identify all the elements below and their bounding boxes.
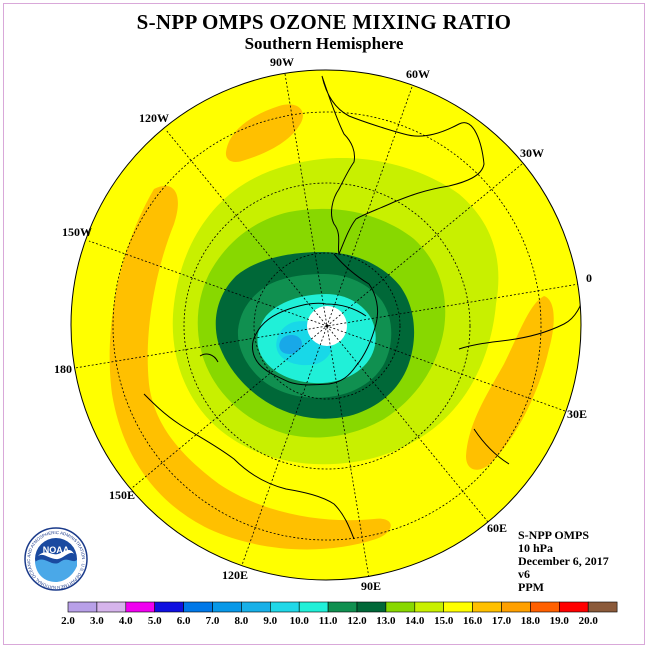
colorbar-swatch	[154, 601, 184, 613]
colorbar-swatch	[414, 601, 444, 613]
colorbar-tick-label: 3.0	[90, 615, 104, 627]
info-version: v6	[518, 567, 530, 581]
logo-text: NOAA	[43, 545, 70, 555]
colorbar-tick-label: 7.0	[206, 615, 220, 627]
colorbar-swatch	[385, 601, 416, 613]
colorbar-swatch	[96, 601, 127, 613]
colorbar-swatch	[501, 601, 531, 613]
colorbar-swatch	[530, 601, 560, 613]
lon-label-60E: 60E	[487, 521, 507, 535]
colorbar-swatch	[241, 601, 271, 613]
colorbar-tick-label: 9.0	[263, 615, 277, 627]
lon-label-150W: 150W	[62, 225, 92, 239]
info-instrument: S-NPP OMPS	[518, 528, 589, 542]
colorbar-swatch	[443, 601, 473, 613]
colorbar-tick-label: 8.0	[235, 615, 249, 627]
latitude-circle-outer	[112, 111, 542, 541]
colorbar-tick-label: 2.0	[61, 615, 75, 627]
colorbar-tick-label: 20.0	[579, 615, 599, 627]
polar-stereographic-map: 90W 60W 30W 0 30E 60E 90E 120E 150E 180 …	[54, 55, 592, 593]
colorbar-tick-label: 14.0	[405, 615, 425, 627]
colorbar-swatch	[269, 601, 300, 613]
colorbar: 2.0 3.0 4.0 5.0 6.0 7.0 8.0 9.0 10.0 11.0 12.0 13.0…	[61, 601, 618, 627]
coastlines	[143, 75, 581, 540]
longitude-labels: 90W 60W 30W 0 30E 60E 90E 120E 150E 180 …	[54, 55, 592, 593]
colorbar-tick-label: 16.0	[463, 615, 483, 627]
lon-label-90E: 90E	[361, 579, 381, 593]
map-figure: S-NPP OMPS OZONE MIXING RATIO Southern H…	[3, 3, 645, 645]
meridian-90W-90E	[284, 73, 370, 579]
colorbar-swatch	[356, 601, 387, 613]
colorbar-swatch	[125, 601, 156, 613]
colorbar-swatch	[212, 601, 242, 613]
latitude-circle-middle	[183, 182, 471, 470]
ozone-field	[71, 70, 581, 580]
colorbar-swatch	[587, 601, 618, 613]
coast-new-zealand	[199, 353, 219, 363]
colorbar-swatches	[67, 601, 618, 613]
lon-label-30W: 30W	[520, 146, 544, 160]
lon-label-120W: 120W	[139, 111, 169, 125]
colorbar-tick-label: 19.0	[550, 615, 570, 627]
coast-australia	[143, 393, 355, 540]
figure-subtitle: Southern Hemisphere	[244, 34, 404, 53]
lon-label-90W: 90W	[270, 55, 294, 69]
colorbar-tick-label: 10.0	[290, 615, 310, 627]
colorbar-tick-label: 4.0	[119, 615, 133, 627]
lon-label-120E: 120E	[222, 568, 248, 582]
map-border	[70, 69, 582, 581]
graticule	[74, 73, 580, 579]
colorbar-tick-labels: 2.0 3.0 4.0 5.0 6.0 7.0 8.0 9.0 10.0 11.0 12.0 13.0…	[61, 615, 598, 627]
colorbar-tick-label: 17.0	[492, 615, 512, 627]
field-16ppm-patch-west	[109, 185, 391, 550]
lon-label-60W: 60W	[406, 67, 430, 81]
figure-title: S-NPP OMPS OZONE MIXING RATIO	[136, 10, 512, 34]
colorbar-tick-label: 5.0	[148, 615, 162, 627]
colorbar-tick-label: 18.0	[521, 615, 541, 627]
colorbar-swatch	[472, 601, 502, 613]
latitude-circle-inner	[253, 252, 401, 400]
colorbar-swatch	[298, 601, 329, 613]
colorbar-swatch	[67, 601, 98, 613]
info-units: PPM	[518, 580, 544, 594]
lon-label-180: 180	[54, 362, 72, 376]
colorbar-swatch	[327, 601, 358, 613]
field-8ppm	[279, 334, 302, 354]
colorbar-tick-label: 13.0	[376, 615, 396, 627]
coast-africa	[458, 293, 581, 465]
info-level: 10 hPa	[518, 541, 554, 555]
lon-label-150E: 150E	[109, 488, 135, 502]
coast-south-america	[321, 75, 485, 256]
info-block: S-NPP OMPS 10 hPa December 6, 2017 v6 PP…	[518, 529, 609, 594]
colorbar-tick-label: 12.0	[347, 615, 367, 627]
field-16ppm-patch-northwest	[225, 104, 303, 162]
field-16ppm-patch-east	[466, 296, 554, 470]
colorbar-tick-label: 11.0	[319, 615, 338, 627]
lon-label-0: 0	[586, 271, 592, 285]
lon-label-30E: 30E	[567, 407, 587, 421]
colorbar-swatch	[558, 601, 589, 613]
colorbar-swatch	[183, 601, 213, 613]
meridian-60E-120W	[165, 129, 489, 523]
colorbar-tick-label: 6.0	[177, 615, 191, 627]
info-date: December 6, 2017	[518, 554, 609, 568]
colorbar-tick-label: 15.0	[434, 615, 454, 627]
noaa-logo: NATIONAL OCEANIC AND ATMOSPHERIC ADMINIS…	[22, 526, 88, 591]
coast-antarctic-peninsula	[333, 253, 370, 285]
meridian-0-180	[74, 283, 580, 369]
